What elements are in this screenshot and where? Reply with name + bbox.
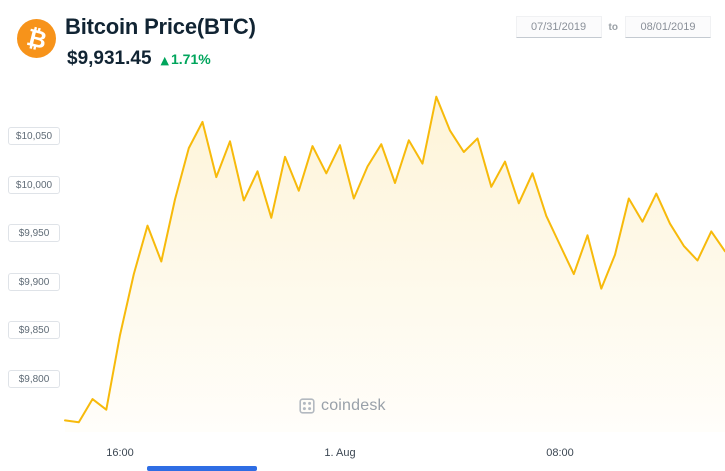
- bitcoin-logo-icon: ₿: [17, 19, 56, 58]
- chart-area-fill: [65, 96, 725, 432]
- watermark-text: coindesk: [321, 397, 386, 414]
- page-title: Bitcoin Price(BTC): [65, 14, 256, 39]
- coindesk-watermark: coindesk: [299, 397, 386, 415]
- current-price: $9,931.45: [67, 48, 152, 69]
- bitcoin-symbol: ₿: [23, 22, 50, 55]
- date-range-picker: to: [515, 16, 711, 38]
- horizontal-scrollbar-thumb[interactable]: [147, 466, 257, 471]
- price-change-badge: ▲ 1.71%: [161, 51, 211, 67]
- y-axis-label: $10,050: [8, 127, 60, 146]
- x-axis-label: 16:00: [106, 447, 134, 459]
- x-axis: 16:00 1. Aug 08:00: [0, 447, 725, 463]
- y-axis-label: $10,000: [8, 175, 60, 194]
- y-axis-label: $9,850: [8, 321, 60, 340]
- price-change-percent: 1.71%: [171, 51, 211, 67]
- y-axis-label: $9,800: [8, 369, 60, 388]
- x-axis-label: 1. Aug: [324, 447, 356, 459]
- end-date-input[interactable]: [625, 16, 711, 38]
- date-range-separator: to: [608, 21, 618, 33]
- y-axis-label: $9,900: [8, 272, 60, 291]
- price-row: $9,931.45 ▲ 1.71%: [67, 48, 211, 70]
- coindesk-logo-icon: [299, 398, 315, 414]
- x-axis-label: 08:00: [546, 447, 574, 459]
- start-date-input[interactable]: [515, 16, 602, 38]
- chart-price-line: [64, 95, 725, 424]
- up-arrow-icon: ▲: [160, 54, 169, 67]
- y-axis-label: $9,950: [8, 224, 60, 243]
